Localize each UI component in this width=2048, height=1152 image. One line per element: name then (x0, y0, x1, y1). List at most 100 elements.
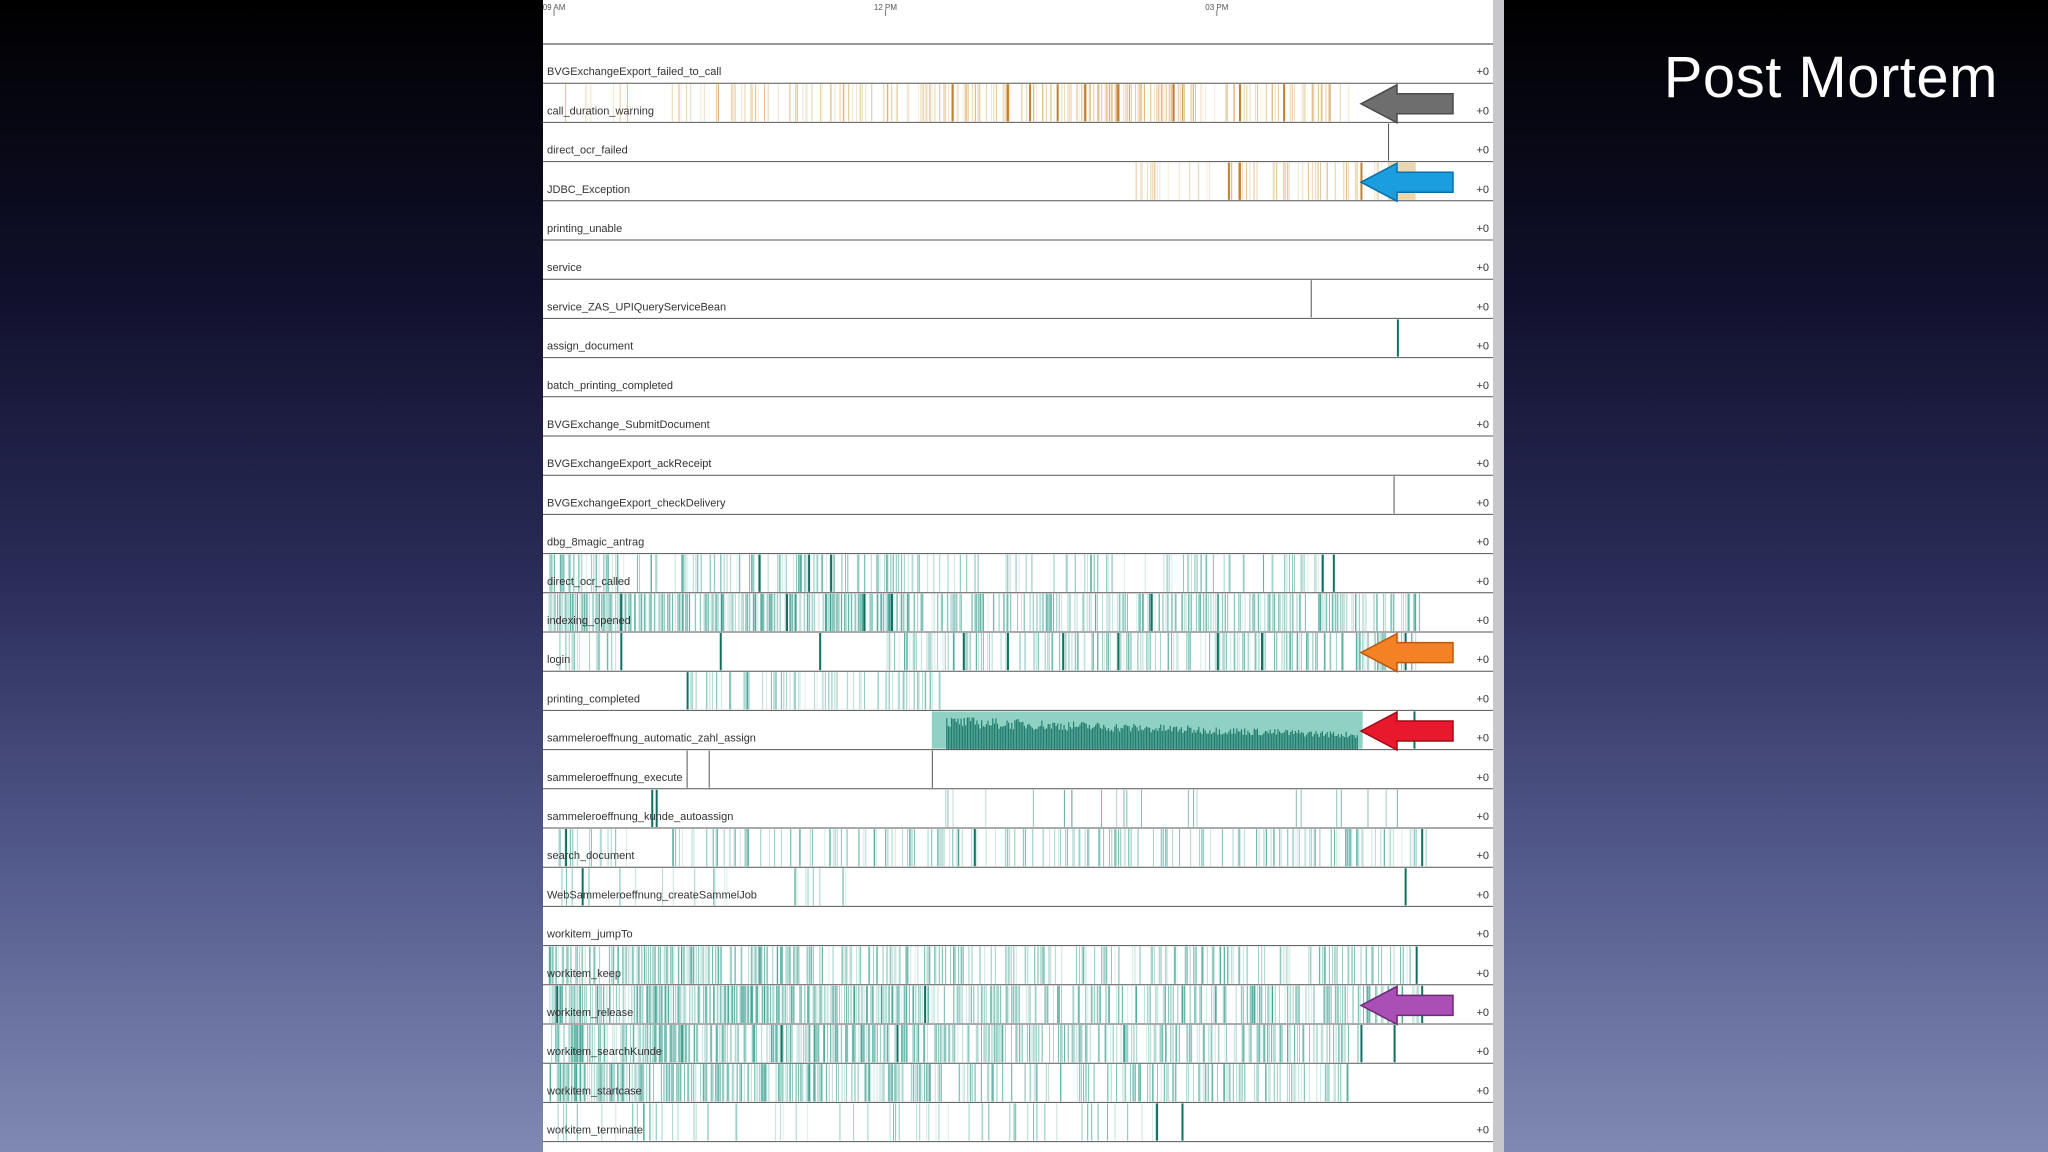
panel-scroll-edge[interactable] (1493, 0, 1504, 1152)
event-mark (1243, 633, 1245, 671)
row-count: +0 (1476, 1085, 1489, 1097)
event-mark (1024, 633, 1026, 671)
event-mark (1211, 946, 1213, 984)
timeline-row[interactable]: BVGExchangeExport_failed_to_call +0 (543, 66, 1493, 84)
timeline-row[interactable]: printing_unable +0 (543, 223, 1493, 241)
timeline-row[interactable]: workitem_startcase +0 (543, 1064, 1493, 1103)
timeline-row[interactable]: workitem_jumpTo +0 (543, 929, 1493, 947)
event-mark (919, 1064, 921, 1102)
event-mark (917, 1025, 919, 1063)
timeline-row[interactable]: login +0 (543, 633, 1493, 672)
event-mark (743, 1064, 745, 1102)
event-mark (729, 672, 731, 710)
timeline-row[interactable]: sammeleroeffnung_kunde_autoassign +0 (543, 789, 1493, 829)
event-mark (1132, 946, 1134, 984)
event-mark (872, 1025, 874, 1063)
timeline-row[interactable]: service_ZAS_UPIQueryServiceBean +0 (543, 280, 1493, 319)
event-mark (1311, 829, 1313, 867)
event-mark (928, 633, 930, 671)
event-mark (731, 946, 733, 984)
event-mark (1053, 593, 1055, 631)
event-mark (1278, 731, 1281, 750)
event-mark (649, 1103, 651, 1141)
event-mark (882, 946, 884, 984)
event-mark (1103, 724, 1105, 750)
event-mark (800, 985, 802, 1023)
event-mark (889, 1103, 891, 1141)
event-mark (987, 1025, 989, 1063)
event-mark (722, 593, 724, 631)
event-mark (615, 554, 617, 592)
event-mark (734, 593, 736, 631)
timeline-row[interactable]: batch_printing_completed +0 (543, 380, 1493, 398)
timeline-row[interactable]: JDBC_Exception +0 (543, 162, 1493, 202)
event-mark (1393, 593, 1395, 631)
event-mark (837, 1025, 839, 1063)
event-mark (1381, 946, 1383, 984)
timeline-row[interactable]: indexing_opened +0 (543, 593, 1493, 633)
event-mark (930, 633, 932, 671)
timeline-row[interactable]: printing_completed +0 (543, 672, 1493, 711)
event-mark (1048, 633, 1050, 671)
timeline-row[interactable]: direct_ocr_called +0 (543, 554, 1493, 594)
event-mark (1106, 633, 1108, 671)
event-mark (773, 593, 775, 631)
event-mark (580, 1064, 582, 1102)
event-mark (827, 985, 829, 1023)
event-mark (741, 946, 743, 984)
timeline-row[interactable]: sammeleroeffnung_automatic_zahl_assign +0 (543, 711, 1493, 751)
event-mark (574, 1025, 576, 1063)
event-mark (896, 593, 898, 631)
timeline-row[interactable]: workitem_release +0 (543, 985, 1493, 1025)
timeline-row[interactable]: BVGExchangeExport_checkDelivery +0 (543, 476, 1493, 515)
event-mark (890, 593, 892, 631)
event-mark (1416, 829, 1418, 867)
timeline-row[interactable]: workitem_keep +0 (543, 946, 1493, 986)
event-mark (1317, 162, 1319, 200)
event-mark (1241, 1064, 1243, 1102)
timeline-row[interactable]: workitem_terminate +0 (543, 1103, 1493, 1143)
timeline-row[interactable]: sammeleroeffnung_execute +0 (543, 750, 1493, 790)
timeline-row[interactable]: BVGExchange_SubmitDocument +0 (543, 419, 1493, 437)
event-mark (1032, 84, 1034, 122)
timeline-row[interactable]: call_duration_warning +0 (543, 84, 1493, 123)
event-mark (1355, 593, 1357, 631)
event-mark (1058, 593, 1060, 631)
event-mark (744, 985, 746, 1023)
event-mark (763, 985, 765, 1023)
timeline-row[interactable]: BVGExchangeExport_ackReceipt +0 (543, 458, 1493, 476)
event-mark (1297, 162, 1299, 200)
timeline-row[interactable]: service +0 (543, 262, 1493, 280)
event-mark (974, 593, 976, 631)
event-mark (649, 593, 651, 631)
event-mark (964, 633, 966, 671)
event-mark (1068, 84, 1070, 122)
timeline-row[interactable]: search_document +0 (543, 829, 1493, 868)
event-mark (1123, 789, 1125, 827)
event-mark (1171, 554, 1173, 592)
event-mark (576, 633, 578, 671)
timeline-row[interactable]: direct_ocr_failed +0 (543, 123, 1493, 163)
row-count: +0 (1476, 380, 1489, 392)
event-mark (1083, 946, 1085, 984)
event-mark (582, 985, 584, 1023)
event-mark (864, 1064, 866, 1102)
event-mark (1335, 985, 1337, 1023)
event-mark (1287, 946, 1289, 984)
timeline-row[interactable]: assign_document +0 (543, 319, 1493, 359)
event-mark (723, 554, 725, 592)
event-mark (598, 554, 600, 592)
event-mark (743, 985, 745, 1023)
event-mark (966, 717, 968, 750)
event-mark (706, 1064, 708, 1102)
event-mark (706, 946, 708, 984)
event-mark (886, 554, 888, 592)
event-mark (1292, 829, 1294, 867)
event-mark (1106, 985, 1108, 1023)
event-mark (1098, 633, 1100, 671)
timeline-row[interactable]: WebSammeleroeffnung_createSammelJob +0 (543, 868, 1493, 907)
event-mark (824, 985, 826, 1023)
timeline-row[interactable]: workitem_searchKunde +0 (543, 1025, 1493, 1064)
event-mark (852, 1025, 854, 1063)
timeline-row[interactable]: dbg_8magic_antrag +0 (543, 537, 1493, 555)
